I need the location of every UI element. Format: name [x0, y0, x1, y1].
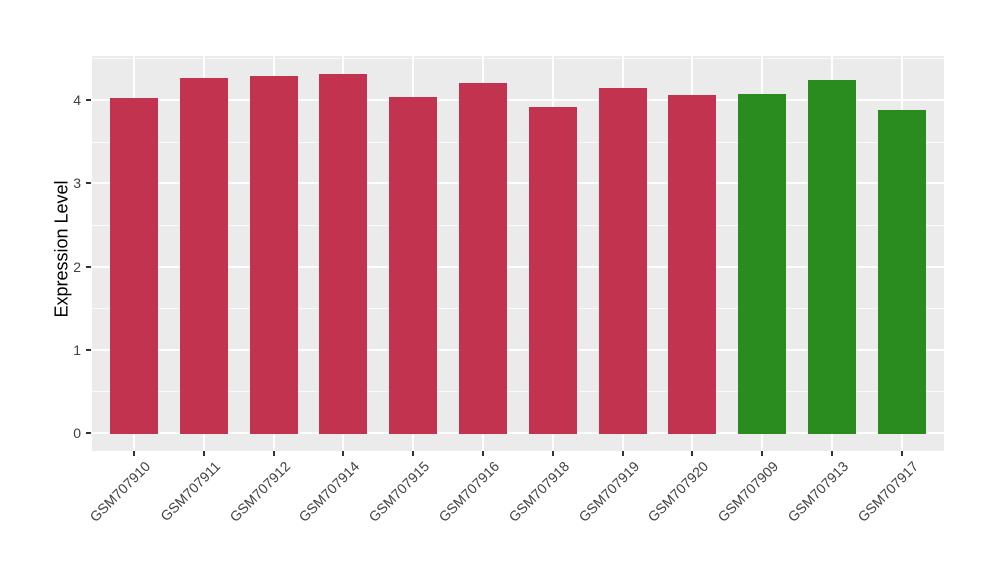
bar-GSM707910: [110, 98, 158, 434]
x-tick-mark-GSM707909: [761, 451, 764, 456]
y-tick-mark-0: [86, 432, 91, 434]
bar-GSM707914: [319, 74, 367, 434]
bar-GSM707920: [668, 95, 716, 434]
gridline-y-minor-2.5: [92, 224, 944, 226]
bar-GSM707917: [878, 110, 926, 434]
gridline-y-minor-3.5: [92, 141, 944, 143]
gridline-y-1: [92, 348, 944, 351]
x-tick-mark-GSM707911: [202, 451, 205, 456]
gridline-y-minor-1.5: [92, 308, 944, 310]
gridline-y-4: [92, 99, 944, 101]
gridline-y-3: [92, 182, 944, 185]
y-tick-mark-2: [86, 265, 91, 268]
x-tick-mark-GSM707918: [551, 451, 554, 456]
gridline-y-0: [92, 432, 944, 434]
bar-GSM707912: [250, 76, 298, 434]
bar-GSM707915: [389, 97, 437, 434]
x-tick-mark-GSM707916: [482, 451, 484, 456]
bar-GSM707913: [808, 80, 856, 434]
y-tick-mark-4: [86, 99, 91, 101]
y-tick-label-3: 3: [73, 175, 81, 192]
y-tick-label-0: 0: [73, 425, 81, 441]
y-axis-title: Expression Level: [51, 180, 72, 318]
y-tick-mark-1: [86, 348, 91, 351]
gridline-y-minor-0.5: [92, 391, 944, 393]
x-tick-mark-GSM707914: [342, 451, 345, 456]
x-tick-mark-GSM707920: [691, 451, 694, 456]
gridline-y-minor-4.5: [92, 58, 944, 60]
x-tick-mark-GSM707917: [900, 451, 903, 456]
x-tick-mark-GSM707910: [133, 451, 135, 456]
bar-GSM707909: [738, 94, 786, 434]
y-tick-label-4: 4: [73, 92, 81, 108]
x-tick-mark-GSM707919: [621, 451, 624, 456]
bar-GSM707916: [459, 83, 507, 434]
bar-GSM707918: [529, 107, 577, 434]
x-tick-mark-GSM707912: [272, 451, 275, 456]
y-tick-label-2: 2: [73, 258, 81, 275]
y-tick-label-1: 1: [73, 341, 81, 358]
bar-GSM707919: [599, 88, 647, 434]
x-tick-mark-GSM707915: [412, 451, 415, 456]
gridline-y-2: [92, 265, 944, 268]
y-tick-mark-3: [86, 182, 91, 185]
plot-panel: [92, 56, 944, 451]
bar-GSM707911: [180, 78, 228, 434]
x-tick-mark-GSM707913: [831, 451, 833, 456]
